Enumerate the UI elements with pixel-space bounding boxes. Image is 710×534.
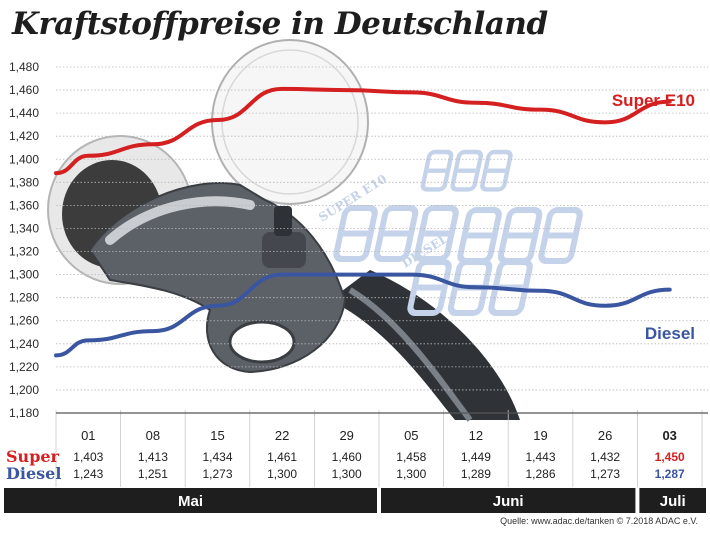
date-label: 01 (81, 428, 95, 443)
diesel-series-label: Diesel (645, 324, 695, 343)
super-value-label: 1,458 (396, 450, 426, 464)
y-tick-label: 1,440 (9, 106, 39, 120)
super-value-label: 1,434 (202, 450, 232, 464)
diesel-value-label: 1,243 (73, 467, 103, 481)
diesel-value-label: 1,300 (267, 467, 297, 481)
diesel-value-label: 1,287 (655, 467, 685, 481)
month-label: Juli (660, 493, 686, 510)
y-tick-label: 1,420 (9, 129, 39, 143)
hose-highlight (348, 287, 473, 422)
date-label: 12 (469, 428, 483, 443)
date-label: 29 (339, 428, 353, 443)
month-band (4, 488, 377, 513)
super-value-label: 1,403 (73, 450, 103, 464)
month-band (639, 488, 706, 513)
nozzle-highlight (105, 196, 255, 245)
diesel-value-label: 1,251 (138, 467, 168, 481)
diesel-value-label: 1,286 (525, 467, 555, 481)
y-tick-label: 1,300 (9, 268, 39, 282)
date-label: 05 (404, 428, 418, 443)
nozzle-cap-shape (262, 232, 306, 268)
month-label: Juni (493, 493, 524, 510)
month-label: Mai (178, 493, 203, 510)
grid-lines (55, 66, 708, 487)
y-tick-label: 1,360 (9, 198, 39, 212)
digit-segment (538, 207, 583, 264)
y-tick-label: 1,380 (9, 175, 39, 189)
super-value-label: 1,450 (655, 450, 685, 464)
date-label: 19 (533, 428, 547, 443)
super-value-label: 1,413 (138, 450, 168, 464)
fuel-cap-rim (221, 49, 359, 195)
date-label: 15 (210, 428, 224, 443)
y-tick-label: 1,280 (9, 291, 39, 305)
diesel-value-label: 1,273 (590, 467, 620, 481)
digit-display-super (333, 205, 459, 262)
y-tick-label: 1,180 (9, 406, 39, 420)
y-tick-label: 1,400 (9, 152, 39, 166)
digit-segment (420, 149, 454, 192)
diesel-value-label: 1,289 (461, 467, 491, 481)
y-tick-label: 1,460 (9, 83, 39, 97)
month-band (381, 488, 636, 513)
y-axis-tick-labels: 1,480 1,460 1,440 1,420 1,400 1,380 1,360 1,340… (9, 60, 39, 420)
source-note: Quelle: www.adac.de/tanken © 7.2018 ADAC… (500, 516, 698, 526)
chart-title: Kraftstoffpreise in Deutschland (12, 6, 548, 42)
diesel-value-label: 1,273 (202, 467, 232, 481)
digit-segment (333, 205, 378, 262)
super-e10-series-label: Super E10 (612, 91, 695, 110)
digit-display-diesel-top (457, 207, 583, 264)
digit-segment (450, 149, 484, 192)
y-tick-label: 1,340 (9, 221, 39, 235)
y-tick-label: 1,200 (9, 383, 39, 397)
digit-segment (373, 205, 419, 262)
y-tick-label: 1,220 (9, 360, 39, 374)
diesel-value-label: 1,300 (396, 467, 426, 481)
super-value-label: 1,460 (332, 450, 362, 464)
data-table: 01 08 15 22 29 05 12 19 26 03 Super 1,403 1,413 1,434… (6, 428, 685, 483)
super-value-label: 1,461 (267, 450, 297, 464)
super-value-label: 1,432 (590, 450, 620, 464)
digit-display-small (420, 149, 513, 192)
month-bar: Mai Juni Juli (4, 488, 706, 513)
y-tick-label: 1,260 (9, 314, 39, 328)
date-label: 22 (275, 428, 289, 443)
nozzle-grip-hole (228, 320, 296, 364)
digit-segment (407, 259, 452, 316)
super-value-label: 1,449 (461, 450, 491, 464)
series-lines: Super E10 Diesel (54, 86, 695, 358)
nozzle-knob-shape (274, 206, 292, 236)
y-tick-label: 1,240 (9, 337, 39, 351)
fuel-cap-shape (211, 39, 369, 205)
digit-segment (480, 149, 513, 192)
super-row-label: Super (6, 447, 60, 466)
super-value-label: 1,443 (525, 450, 555, 464)
y-tick-label: 1,320 (9, 245, 39, 259)
diesel-row-label: Diesel (6, 464, 61, 483)
y-tick-label: 1,480 (9, 60, 39, 74)
diesel-value-label: 1,300 (332, 467, 362, 481)
date-label: 08 (146, 428, 160, 443)
date-label: 03 (662, 428, 676, 443)
date-label: 26 (598, 428, 612, 443)
